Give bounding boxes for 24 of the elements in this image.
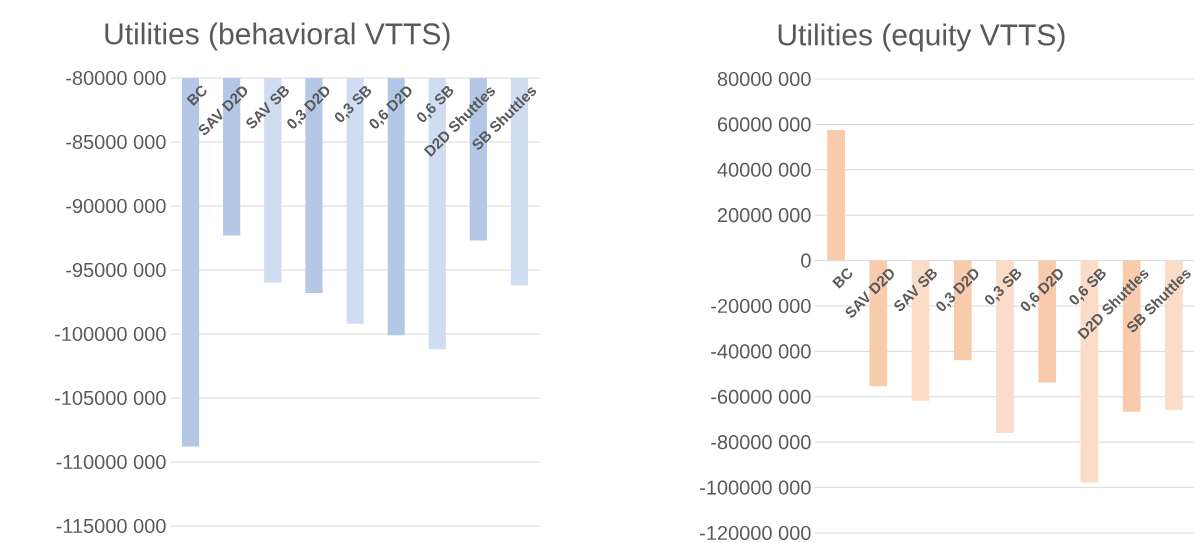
x-tick-label: BC [186,85,207,106]
y-tick-label: -95000 000 [66,262,166,278]
y-tick-label: -90000 000 [66,198,166,214]
y-tick-label: -80000 000 [711,435,811,450]
y-tick-label: -105000 000 [55,390,166,406]
y-tick-label: 40000 000 [717,162,811,177]
y-tick-label: -110000 000 [56,454,166,470]
y-tick-label: -100000 000 [700,480,811,495]
y-tick-label: -60000 000 [711,389,811,404]
y-tick-label: -100000 000 [55,326,166,342]
y-tick-label: -120000 000 [700,525,811,541]
y-tick-label: 0 [801,253,811,268]
x-tick-label: BC [832,268,853,289]
y-tick-label: -85000 000 [66,134,166,150]
chart-title: Utilities (behavioral VTTS) [105,22,450,51]
y-tick-label: 80000 000 [717,71,811,87]
chart-title: Utilities (equity VTTS) [778,23,1065,52]
y-tick-label: -80000 000 [66,70,166,86]
y-tick-label: 60000 000 [717,117,811,132]
y-tick-label: -115000 000 [56,518,166,534]
y-tick-label: -40000 000 [711,344,811,359]
y-tick-label: 20000 000 [717,208,811,223]
y-tick-label: -20000 000 [711,298,811,314]
x-tick-label: 0,3 SB [985,268,1022,305]
